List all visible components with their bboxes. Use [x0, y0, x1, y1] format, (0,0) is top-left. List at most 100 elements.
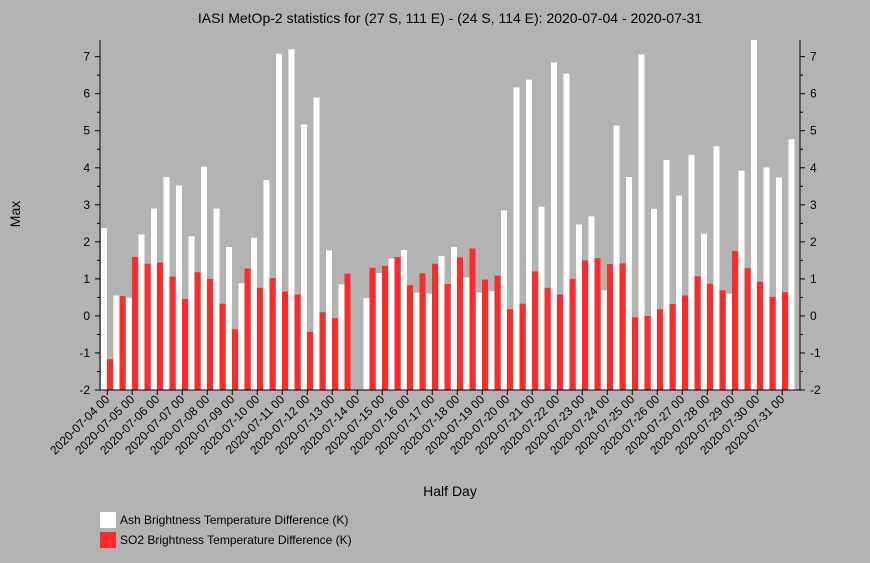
ash-bar [563, 73, 570, 390]
so2-bar [344, 273, 351, 390]
ash-bar [663, 160, 670, 390]
ash-bar [288, 49, 295, 390]
axes-group [99, 40, 801, 391]
so2-bar [457, 257, 463, 390]
so2-bar [657, 309, 663, 390]
y-tick-label-right: -1 [810, 346, 821, 360]
ash-bar [451, 247, 457, 390]
ash-bar [163, 177, 170, 390]
so2-bar [107, 359, 113, 390]
ash-bar [438, 255, 445, 390]
so2-bar [444, 284, 451, 390]
so2-bar [757, 281, 763, 390]
so2-bar [507, 309, 513, 390]
y-tick-label-left: 1 [83, 272, 90, 286]
so2-bar [769, 297, 776, 390]
so2-bar [182, 298, 188, 390]
so2-bar [482, 279, 488, 390]
ash-bar [538, 206, 545, 390]
so2-bar [169, 276, 176, 390]
so2-bar [707, 283, 713, 390]
legend-label-so2: SO2 Brightness Temperature Difference (K… [120, 533, 352, 547]
y-tick-label-left: -1 [79, 346, 90, 360]
so2-bar [469, 248, 476, 390]
so2-bar [557, 294, 563, 390]
ash-bar [401, 250, 407, 390]
ash-bar [276, 53, 282, 390]
ash-bar [113, 295, 120, 390]
ash-bar [238, 283, 245, 390]
legend-label-ash: Ash Brightness Temperature Difference (K… [120, 513, 348, 527]
ash-bar [151, 208, 157, 390]
so2-bar [144, 263, 151, 390]
ash-bar [613, 125, 620, 390]
so2-bar [382, 265, 388, 390]
so2-bar [582, 260, 588, 390]
so2-bar [119, 295, 126, 390]
y-tick-label-left: 3 [83, 198, 90, 212]
ash-bar [413, 292, 420, 390]
ash-bar [251, 237, 257, 390]
ash-bar [338, 284, 345, 390]
legend: Ash Brightness Temperature Difference (K… [100, 512, 352, 548]
ash-bar [426, 293, 432, 390]
so2-bar [519, 303, 526, 390]
y-ticks-right: -2 -1 0 1 2 3 4 5 6 7 [800, 50, 821, 397]
y-tick-label-right: 3 [810, 198, 817, 212]
y-tick-label-right: 7 [810, 50, 817, 64]
ash-bar [126, 297, 132, 390]
ash-bar [326, 250, 332, 390]
so2-bar [719, 290, 726, 390]
ash-bar [751, 40, 757, 390]
so2-bar [694, 276, 701, 390]
so2-bar [232, 329, 238, 390]
ash-bar [176, 185, 182, 390]
ash-bar [513, 87, 520, 390]
ash-bar [463, 277, 470, 390]
y-tick-label-left: -2 [79, 383, 90, 397]
y-tick-label-right: 5 [810, 124, 817, 138]
ash-bar [738, 170, 745, 390]
y-tick-label-left: 4 [83, 161, 90, 175]
so2-bar [594, 258, 601, 390]
ash-bar [701, 233, 707, 390]
ash-bar [263, 180, 270, 390]
so2-bar [257, 287, 263, 390]
so2-bar [669, 304, 676, 390]
so2-bar [332, 318, 338, 390]
ash-bar [476, 292, 482, 390]
so2-bar [157, 262, 163, 390]
so2-bar [782, 292, 788, 390]
so2-bar [132, 257, 138, 390]
y-tick-label-right: 4 [810, 161, 817, 175]
y-tick-label-right: 2 [810, 235, 817, 249]
ash-bar [788, 139, 795, 390]
ash-bar [226, 247, 232, 390]
ash-bar [188, 236, 195, 390]
ash-bar [301, 124, 307, 390]
y-tick-label-left: 6 [83, 87, 90, 101]
so2-bar [607, 264, 613, 390]
ash-bar [376, 272, 382, 390]
ash-bar [651, 208, 657, 390]
y-tick-label-right: 6 [810, 87, 817, 101]
so2-bar [407, 285, 413, 390]
so2-bar [632, 317, 638, 390]
ash-bar [601, 290, 607, 390]
so2-bar [644, 315, 651, 390]
ash-bar [313, 97, 320, 390]
y-tick-label-right: 1 [810, 272, 817, 286]
so2-bar [419, 273, 426, 390]
ash-bar [588, 216, 595, 390]
so2-bar [282, 291, 288, 390]
so2-bar [207, 278, 213, 390]
ash-bar [201, 166, 207, 390]
so2-bar [744, 268, 751, 390]
so2-bar [619, 263, 626, 390]
ash-bar [501, 210, 507, 390]
so2-bar [544, 287, 551, 390]
ash-bar [688, 154, 695, 390]
y-tick-label-right: 0 [810, 309, 817, 323]
